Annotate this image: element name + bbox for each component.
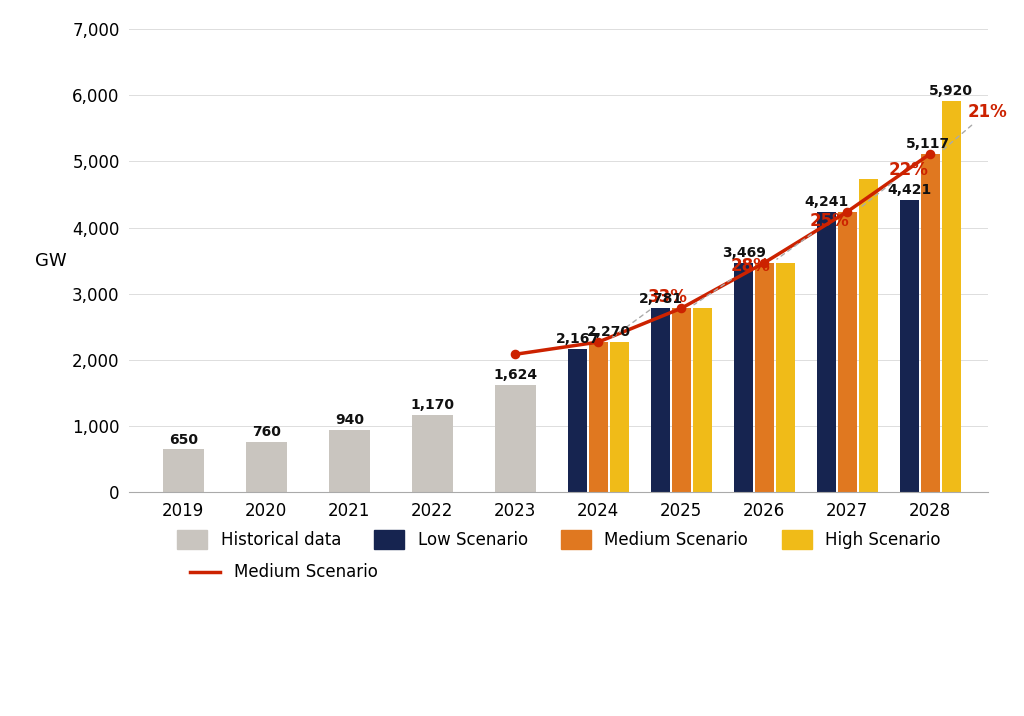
Bar (412, 415, 453, 492)
Text: 760: 760 (252, 425, 281, 440)
Text: 22%: 22% (860, 160, 929, 208)
Bar (755, 263, 774, 492)
Text: 5,920: 5,920 (929, 84, 973, 98)
Text: 2,270: 2,270 (587, 325, 631, 339)
Text: 4,421: 4,421 (888, 183, 932, 197)
Text: 2,167: 2,167 (556, 332, 600, 347)
Point (756, 257, 772, 268)
Bar (900, 200, 920, 492)
Text: 4,241: 4,241 (805, 195, 849, 209)
Bar (163, 449, 204, 492)
Text: 650: 650 (169, 432, 198, 447)
Point (590, 337, 606, 348)
Text: 21%: 21% (943, 102, 1008, 150)
Bar (329, 430, 370, 492)
Text: 1,624: 1,624 (494, 368, 538, 382)
Bar (941, 101, 961, 492)
Bar (651, 309, 670, 492)
Text: 1,170: 1,170 (411, 398, 455, 412)
Text: 3,469: 3,469 (722, 246, 766, 260)
Bar (734, 263, 753, 492)
Bar (775, 263, 795, 492)
Bar (589, 342, 608, 492)
Text: 2,781: 2,781 (639, 291, 683, 306)
Bar (672, 309, 691, 492)
Bar (817, 212, 837, 492)
Point (923, 148, 939, 160)
Bar (246, 442, 287, 492)
Text: 25%: 25% (777, 212, 850, 259)
Legend: Medium Scenario: Medium Scenario (183, 557, 384, 588)
Bar (609, 342, 629, 492)
Point (507, 349, 523, 360)
Bar (495, 384, 536, 492)
Text: 33%: 33% (611, 288, 688, 339)
Point (673, 303, 689, 314)
Bar (568, 349, 587, 492)
Text: 28%: 28% (694, 257, 771, 305)
Bar (858, 179, 878, 492)
Y-axis label: GW: GW (36, 252, 68, 270)
Text: 940: 940 (335, 413, 364, 427)
Text: 5,117: 5,117 (906, 137, 950, 151)
Point (839, 206, 855, 218)
Bar (692, 309, 712, 492)
Bar (838, 212, 857, 492)
Bar (921, 154, 940, 492)
